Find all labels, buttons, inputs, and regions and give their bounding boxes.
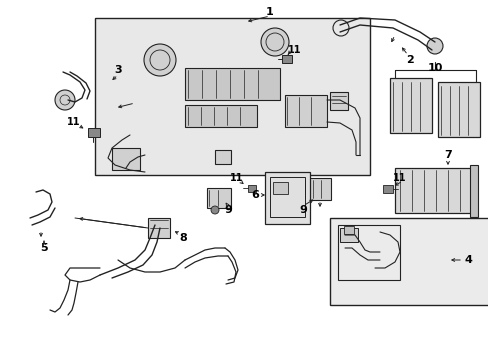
Bar: [303, 178, 330, 200]
Bar: [247, 185, 256, 192]
Text: 4: 4: [463, 255, 471, 265]
Bar: [343, 226, 353, 234]
Text: 5: 5: [40, 243, 48, 253]
Circle shape: [143, 44, 176, 76]
Bar: [382, 185, 392, 193]
Text: 9: 9: [224, 205, 231, 215]
Bar: [394, 168, 474, 213]
Text: 7: 7: [443, 150, 451, 160]
Polygon shape: [329, 218, 488, 305]
Text: 11: 11: [392, 173, 406, 183]
Bar: [337, 225, 399, 280]
Bar: [184, 68, 280, 100]
Bar: [272, 182, 287, 194]
Bar: [215, 150, 230, 164]
Bar: [184, 105, 257, 127]
Bar: [339, 228, 357, 242]
Text: 10: 10: [427, 63, 442, 73]
Bar: [112, 148, 140, 170]
Bar: [206, 188, 230, 208]
Bar: [282, 55, 291, 63]
Bar: [148, 218, 170, 238]
Circle shape: [261, 28, 288, 56]
Text: 11: 11: [287, 45, 301, 55]
Circle shape: [426, 38, 442, 54]
Polygon shape: [95, 18, 369, 175]
Bar: [469, 165, 477, 217]
Bar: [269, 177, 305, 217]
Bar: [437, 82, 479, 137]
Text: 1: 1: [265, 7, 273, 17]
Bar: [264, 172, 309, 224]
Text: 3: 3: [114, 65, 122, 75]
Bar: [88, 128, 100, 137]
Text: 11: 11: [67, 117, 81, 127]
Bar: [285, 95, 326, 127]
Text: 11: 11: [230, 173, 243, 183]
Text: 2: 2: [406, 55, 413, 65]
Circle shape: [55, 90, 75, 110]
Circle shape: [210, 206, 219, 214]
Text: 9: 9: [299, 205, 306, 215]
Bar: [389, 78, 431, 133]
Bar: [329, 92, 347, 110]
Text: 6: 6: [250, 190, 259, 200]
Text: 8: 8: [179, 233, 186, 243]
